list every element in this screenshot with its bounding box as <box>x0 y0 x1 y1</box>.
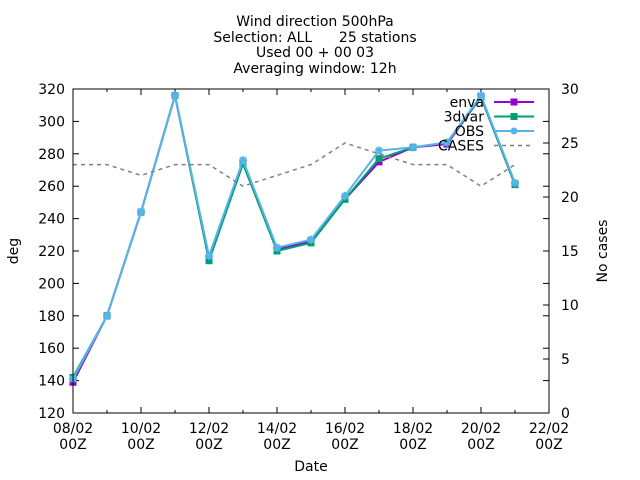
series-point-obs-core <box>274 245 280 251</box>
y-tick-label: 220 <box>38 244 65 260</box>
legend-marker-enva <box>510 98 518 106</box>
y2-tick-label: 25 <box>561 136 579 152</box>
x-tick-label-date: 18/02 <box>393 421 433 437</box>
x-axis-label: Date <box>294 459 327 475</box>
legend-label-enva: enva <box>450 95 484 111</box>
y-axis-label: deg <box>6 238 22 264</box>
y-tick-label: 140 <box>38 374 65 390</box>
x-tick-label-hour: 00Z <box>399 437 426 453</box>
title-line-1: Wind direction 500hPa <box>236 14 393 30</box>
title-line-2: Selection: ALL 25 stations <box>213 30 416 46</box>
x-tick-label-date: 20/02 <box>461 421 501 437</box>
series-point-obs-core <box>410 144 416 150</box>
series-point-obs-core <box>376 148 382 154</box>
y-tick-label: 160 <box>38 341 65 357</box>
x-tick-label-hour: 00Z <box>59 437 86 453</box>
x-tick-label-date: 22/02 <box>529 421 569 437</box>
series-point-obs-core <box>240 157 246 163</box>
series-point-obs-core <box>444 139 450 145</box>
y2-tick-label: 15 <box>561 244 579 260</box>
y2-tick-label: 0 <box>561 406 570 422</box>
series-point-obs-core <box>172 92 178 98</box>
series-line-obs <box>72 93 516 380</box>
x-tick-label-date: 12/02 <box>189 421 229 437</box>
y-tick-label: 240 <box>38 212 65 228</box>
y-tick-label: 120 <box>38 406 65 422</box>
x-tick-label-hour: 00Z <box>331 437 358 453</box>
y-tick-label: 200 <box>38 276 65 292</box>
x-tick-label-hour: 00Z <box>467 437 494 453</box>
x-tick-label-hour: 00Z <box>195 437 222 453</box>
x-tick-label-hour: 00Z <box>263 437 290 453</box>
x-tick-label-date: 10/02 <box>121 421 161 437</box>
legend-label-cases: CASES <box>438 139 484 155</box>
y-tick-label: 260 <box>38 179 65 195</box>
series-point-obs-core <box>138 209 144 215</box>
series-line-cases <box>73 142 516 188</box>
y2-tick-label: 10 <box>561 298 579 314</box>
x-tick-label-hour: 00Z <box>535 437 562 453</box>
plot-frame <box>72 88 550 414</box>
x-tick-label-date: 08/02 <box>53 421 93 437</box>
x-tick-label-date: 14/02 <box>257 421 297 437</box>
x-tick-label-hour: 00Z <box>127 437 154 453</box>
y2-tick-label: 30 <box>561 82 579 98</box>
series-point-3dvar <box>375 155 383 163</box>
y2-tick-label: 20 <box>561 190 579 206</box>
legend-label-obs: OBS <box>455 124 484 140</box>
y-tick-label: 180 <box>38 309 65 325</box>
title-line-4: Averaging window: 12h <box>233 61 396 77</box>
title-line-3: Used 00 + 00 03 <box>256 45 374 61</box>
y2-tick-label: 5 <box>561 352 570 368</box>
series-point-obs-core <box>512 180 518 186</box>
legend-label-3dvar: 3dvar <box>444 110 485 126</box>
series-point-obs-core <box>206 253 212 259</box>
series-point-obs-core <box>104 313 110 319</box>
x-tick-label-date: 16/02 <box>325 421 365 437</box>
legend-marker-3dvar <box>510 113 518 120</box>
series-point-obs-core <box>478 92 484 98</box>
series-point-obs-core <box>308 237 314 243</box>
y-tick-label: 320 <box>38 82 65 98</box>
legend-marker-obs <box>510 127 518 135</box>
chart-title: Wind direction 500hPa Selection: ALL 25 … <box>213 14 416 77</box>
y2-axis-label: No cases <box>595 220 611 283</box>
series-point-obs-core <box>342 193 348 199</box>
series-point-3dvar <box>205 257 213 265</box>
y-tick-label: 280 <box>38 147 65 163</box>
y-tick-label: 300 <box>38 114 65 130</box>
